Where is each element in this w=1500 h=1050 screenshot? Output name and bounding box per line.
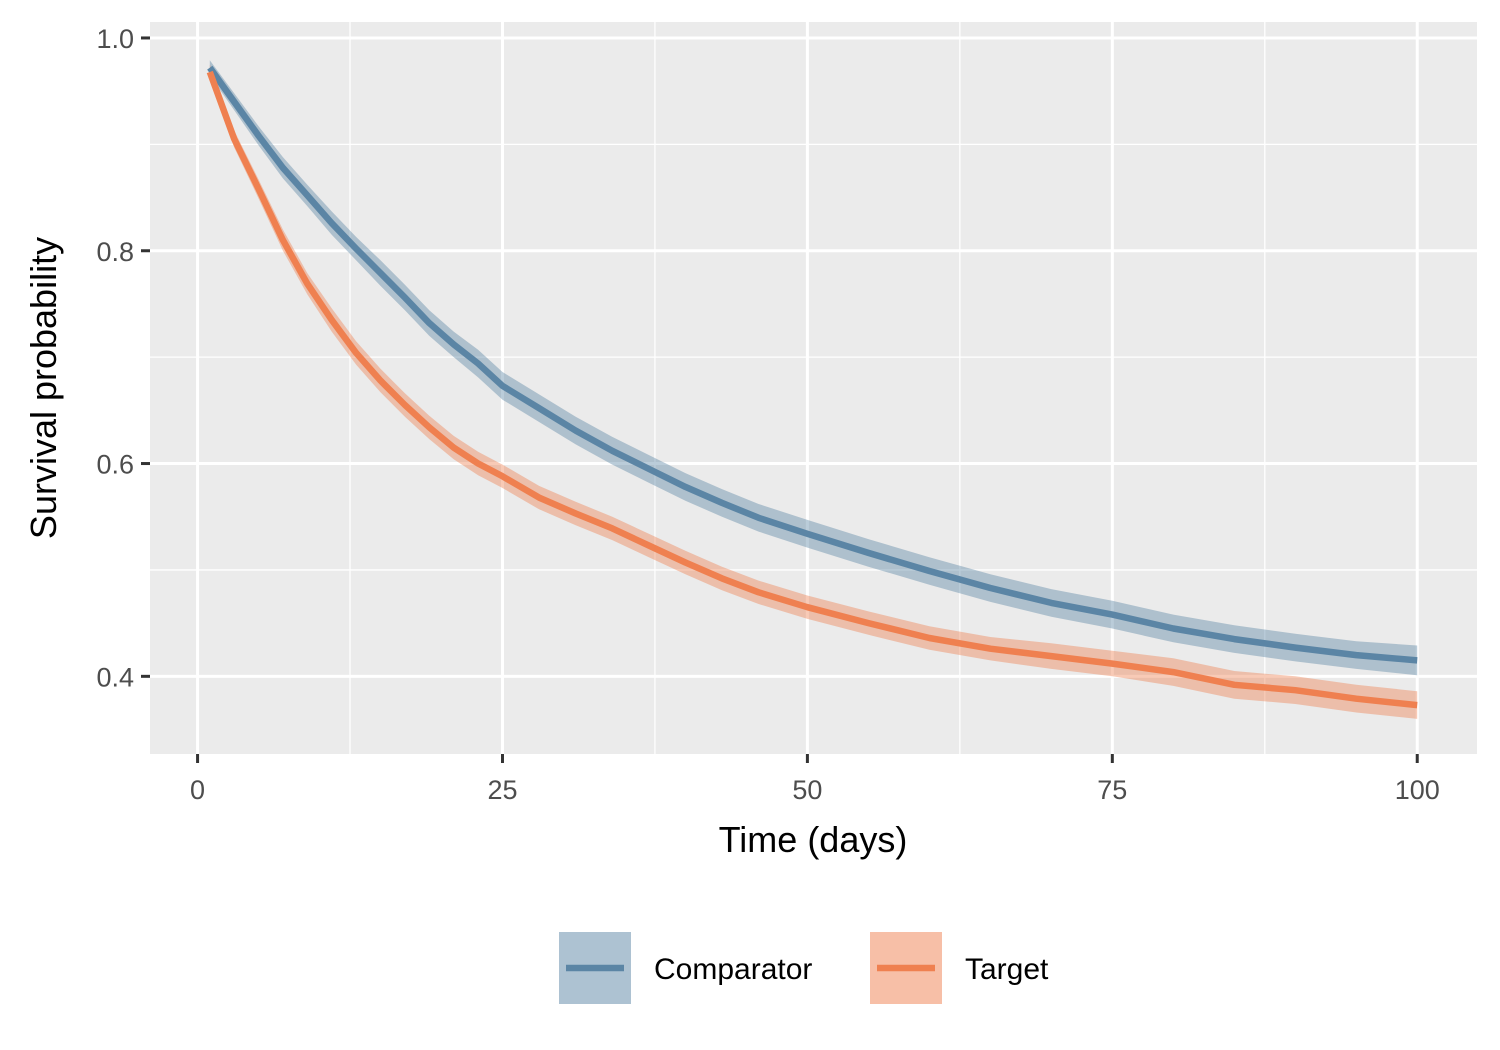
y-tick-label: 0.4	[96, 662, 134, 692]
legend: Comparator Target	[559, 932, 1049, 1004]
x-axis: 0 25 50 75 100	[190, 754, 1440, 805]
legend-item-comparator: Comparator	[559, 932, 812, 1004]
x-axis-title: Time (days)	[719, 819, 908, 860]
x-tick-label: 0	[190, 775, 205, 805]
line-comparator	[207, 65, 1418, 664]
x-tick-label: 50	[792, 775, 822, 805]
y-axis-title: Survival probability	[23, 237, 64, 539]
y-axis: 0.4 0.6 0.8 1.0	[96, 24, 150, 692]
y-tick-label: 0.6	[96, 450, 134, 480]
grid-minor	[150, 22, 1477, 754]
grid-major	[150, 22, 1477, 754]
series-layer	[206, 60, 1418, 719]
legend-label: Target	[965, 953, 1049, 986]
x-tick-label: 75	[1097, 775, 1127, 805]
y-tick-label: 0.8	[96, 237, 134, 267]
legend-item-target: Target	[870, 932, 1049, 1004]
x-tick-label: 25	[487, 775, 517, 805]
line-target	[206, 70, 1418, 709]
x-tick-label: 100	[1395, 775, 1440, 805]
legend-label: Comparator	[654, 953, 812, 986]
y-tick-label: 1.0	[96, 24, 134, 54]
